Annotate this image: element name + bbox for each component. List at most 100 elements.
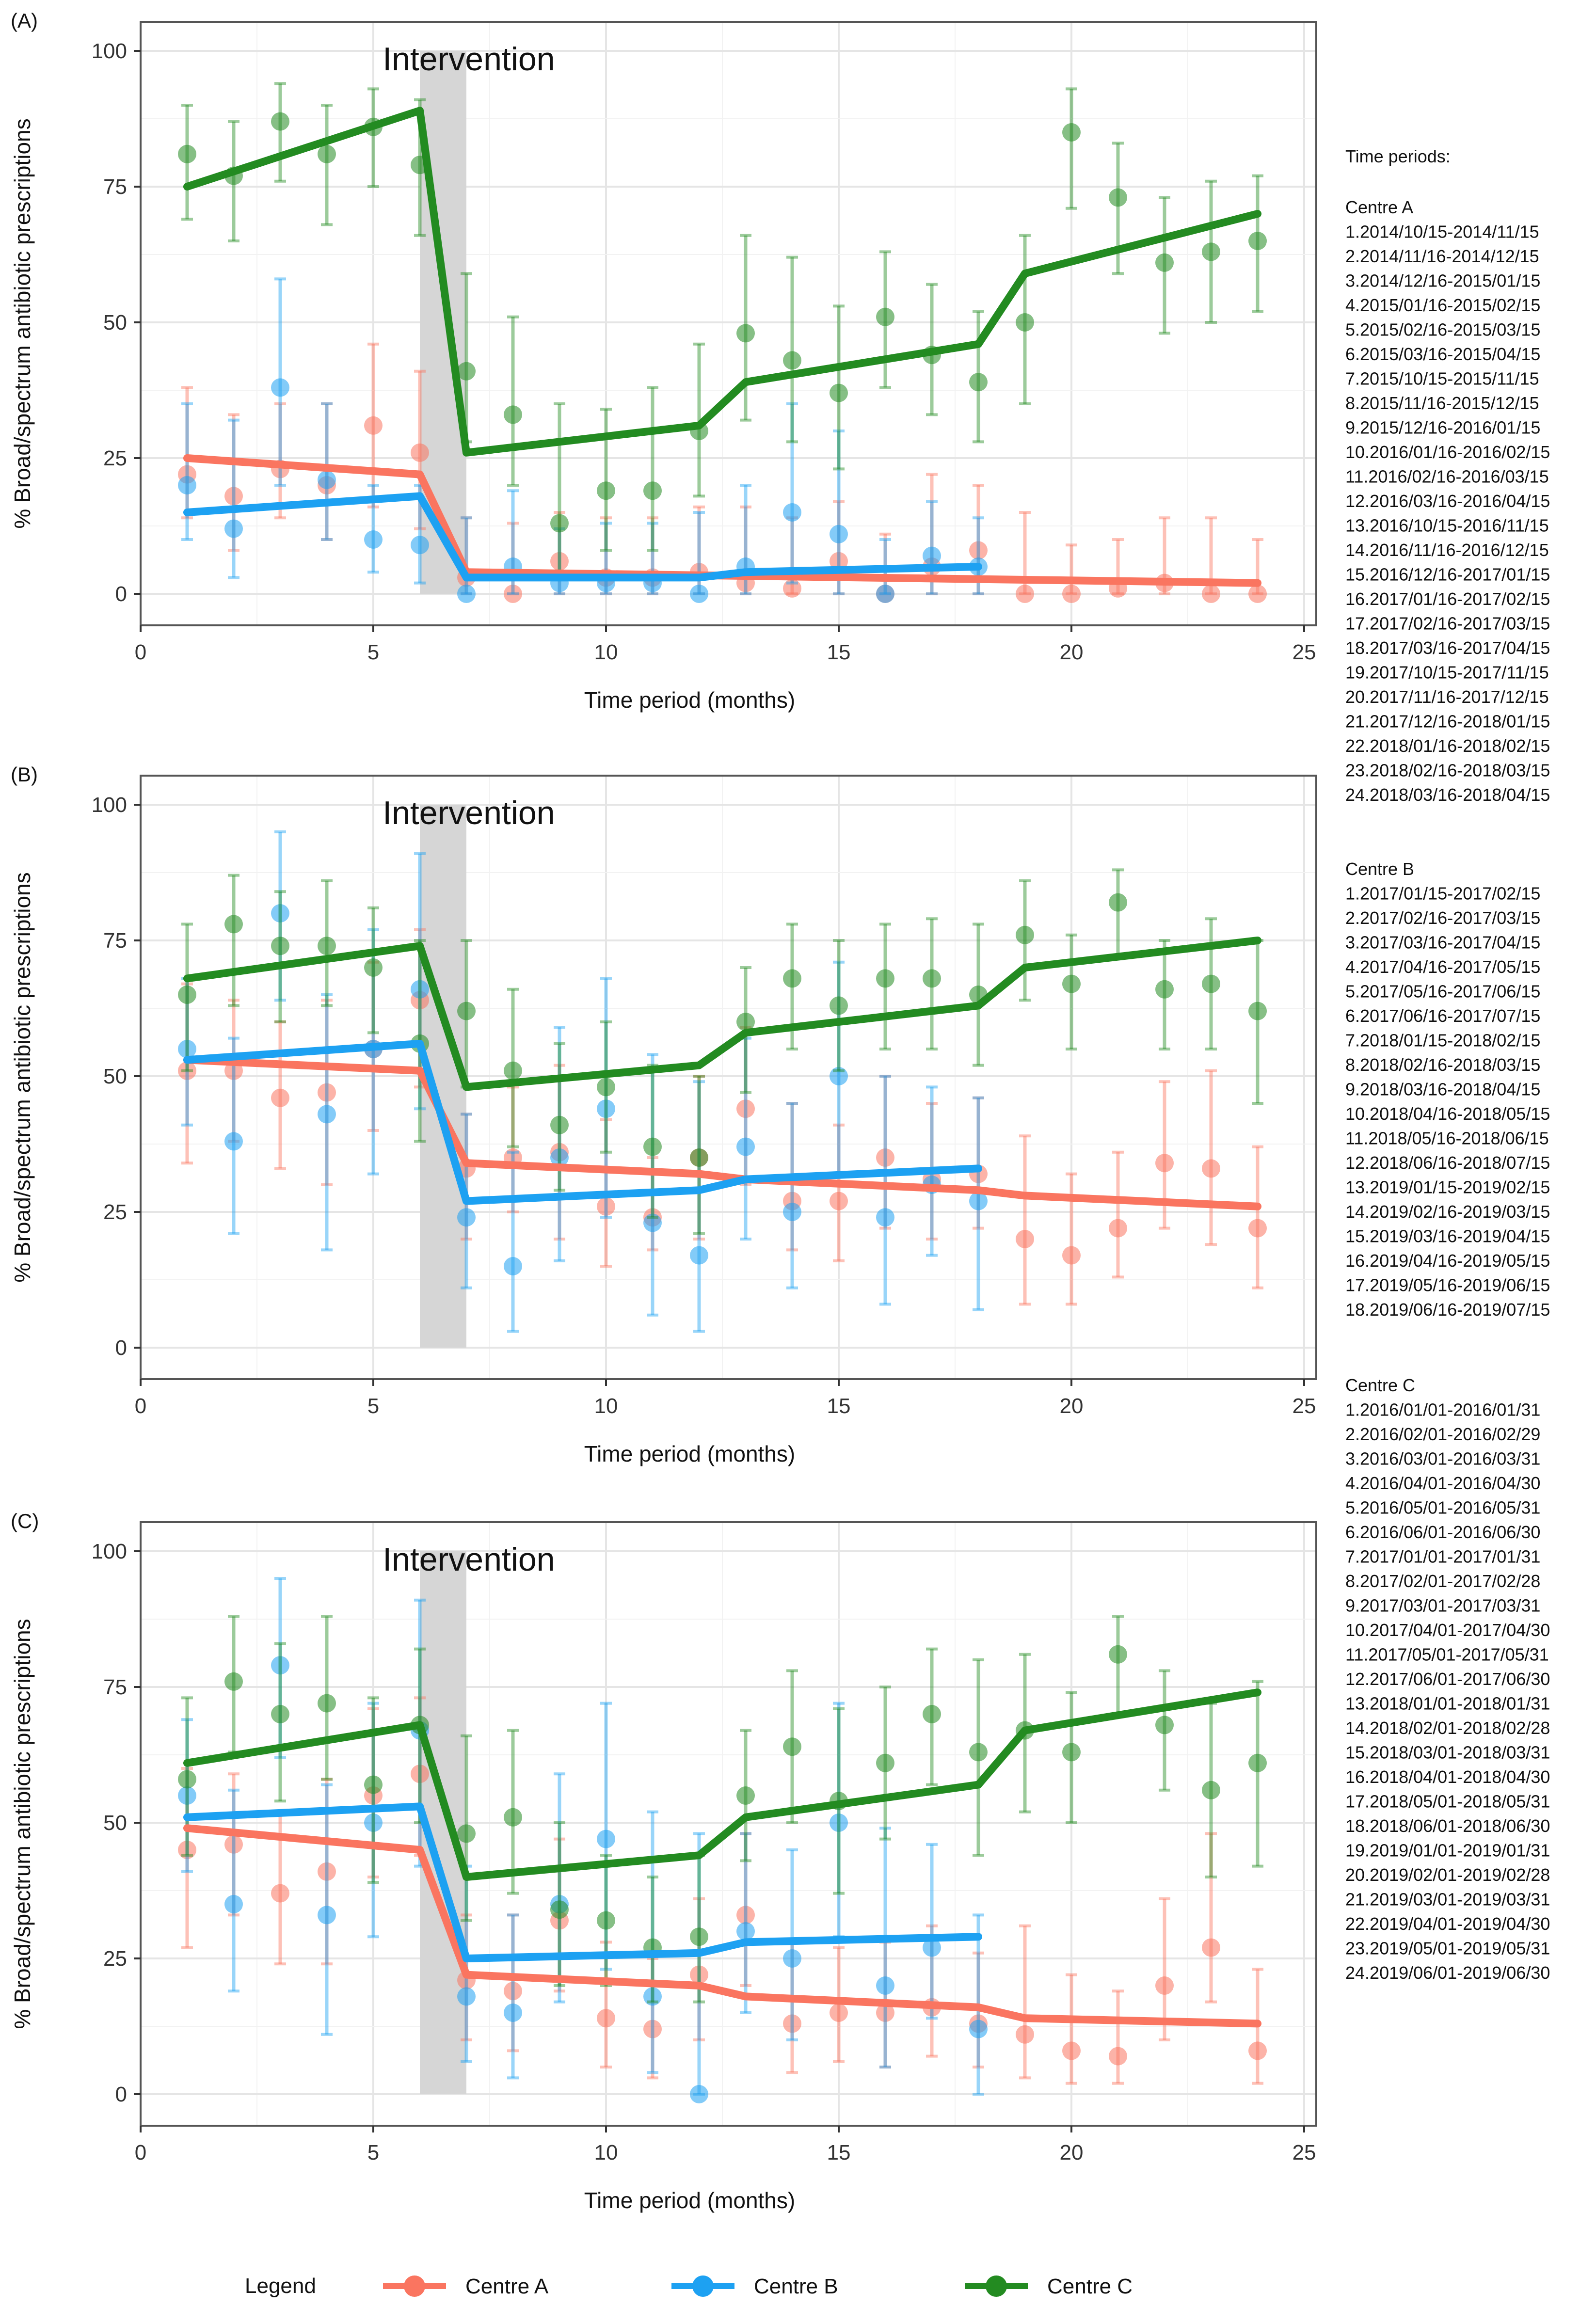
legend-title: Legend xyxy=(245,2274,316,2298)
data-point xyxy=(923,1705,941,1723)
data-point xyxy=(643,2020,662,2038)
data-point xyxy=(550,514,569,533)
data-point xyxy=(736,1906,755,1925)
period-entry: 18.2017/03/16-2017/04/15 xyxy=(1345,638,1550,658)
period-entry: 22.2018/01/16-2018/02/15 xyxy=(1345,736,1550,756)
data-point xyxy=(830,2004,848,2022)
data-point xyxy=(1202,1781,1220,1799)
period-entry: 12.2018/06/16-2018/07/15 xyxy=(1345,1153,1550,1173)
data-point xyxy=(271,1705,289,1723)
legend-label: Centre A xyxy=(465,2275,549,2298)
period-entry: 15.2019/03/16-2019/04/15 xyxy=(1345,1226,1550,1246)
data-point xyxy=(969,373,988,392)
period-entry: 16.2019/04/16-2019/05/15 xyxy=(1345,1251,1550,1271)
data-point xyxy=(504,1257,522,1275)
y-tick-label: 50 xyxy=(103,311,127,334)
period-entry: 7.2018/01/15-2018/02/15 xyxy=(1345,1031,1540,1050)
period-entry: 17.2018/05/01-2018/05/31 xyxy=(1345,1792,1550,1812)
data-point xyxy=(923,969,941,988)
data-point xyxy=(1062,123,1081,142)
data-point xyxy=(876,307,894,326)
x-tick-label: 10 xyxy=(594,640,618,664)
legend-item-centre-a: Centre A xyxy=(383,2275,549,2298)
period-group-title: Centre A xyxy=(1345,197,1413,217)
series-centre-c xyxy=(178,1615,1267,2004)
y-tick-label: 0 xyxy=(115,2083,127,2106)
data-point xyxy=(783,1203,801,1221)
data-point xyxy=(597,1197,615,1216)
period-entry: 3.2014/12/16-2015/01/15 xyxy=(1345,271,1540,291)
data-point xyxy=(736,1137,755,1156)
data-point xyxy=(318,144,336,163)
y-tick-label: 100 xyxy=(92,793,127,817)
x-tick-label: 15 xyxy=(827,640,851,664)
y-tick-label: 25 xyxy=(103,446,127,470)
y-tick-label: 25 xyxy=(103,1947,127,1971)
plot-background xyxy=(141,22,1316,625)
legend-label: Centre C xyxy=(1047,2275,1133,2298)
data-point xyxy=(1202,585,1220,603)
data-point xyxy=(457,1987,476,2006)
data-point xyxy=(876,969,894,988)
data-point xyxy=(504,1808,522,1827)
period-entry: 17.2019/05/16-2019/06/15 xyxy=(1345,1275,1550,1295)
fit-line-centre-c xyxy=(183,1688,1261,1881)
period-entry: 7.2017/01/01-2017/01/31 xyxy=(1345,1547,1540,1567)
data-point xyxy=(876,1148,894,1167)
data-point xyxy=(178,1786,196,1805)
data-point xyxy=(411,536,429,555)
period-entry: 5.2017/05/16-2017/06/15 xyxy=(1345,982,1540,1002)
x-tick-label: 10 xyxy=(594,2141,618,2164)
data-point xyxy=(643,1987,662,2006)
fit-line-centre-c xyxy=(183,107,1261,457)
data-point xyxy=(318,1862,336,1881)
data-point xyxy=(550,1148,569,1167)
y-tick-label: 25 xyxy=(103,1200,127,1224)
x-tick-label: 20 xyxy=(1060,640,1084,664)
data-point xyxy=(597,481,615,500)
data-point xyxy=(178,1841,196,1859)
data-point xyxy=(178,1770,196,1789)
plot-border xyxy=(140,21,1317,626)
period-entry: 22.2019/04/01-2019/04/30 xyxy=(1345,1914,1550,1934)
data-point xyxy=(224,1672,243,1691)
period-entry: 9.2015/12/16-2016/01/15 xyxy=(1345,418,1540,438)
data-point xyxy=(318,1083,336,1102)
data-point xyxy=(830,383,848,402)
fit-line-centre-b xyxy=(183,492,982,582)
period-entry: 8.2015/11/16-2015/12/15 xyxy=(1345,393,1539,413)
data-point xyxy=(1109,1645,1127,1664)
period-entry: 13.2019/01/15-2019/02/15 xyxy=(1345,1177,1550,1197)
data-point xyxy=(969,1743,988,1762)
period-entry: 6.2017/06/16-2017/07/15 xyxy=(1345,1006,1540,1026)
data-point xyxy=(364,1775,383,1794)
data-point xyxy=(504,585,522,603)
x-axis-title: Time period (months) xyxy=(584,1441,795,1466)
x-tick-label: 0 xyxy=(135,2141,146,2164)
data-point xyxy=(1109,2047,1127,2066)
legend-label: Centre B xyxy=(754,2275,838,2298)
period-entry: 9.2017/03/01-2017/03/31 xyxy=(1345,1596,1540,1616)
data-point xyxy=(1109,1219,1127,1238)
period-entry: 9.2018/03/16-2018/04/15 xyxy=(1345,1080,1540,1099)
period-entry: 24.2018/03/16-2018/04/15 xyxy=(1345,785,1550,805)
x-axis-title: Time period (months) xyxy=(584,2188,795,2213)
data-point xyxy=(1155,1716,1174,1734)
data-point xyxy=(643,1137,662,1156)
data-point xyxy=(1155,980,1174,999)
y-tick-label: 50 xyxy=(103,1811,127,1835)
data-point xyxy=(1248,585,1267,603)
data-point xyxy=(1016,1230,1034,1248)
period-entry: 21.2017/12/16-2018/01/15 xyxy=(1345,712,1550,732)
period-entry: 15.2016/12/16-2017/01/15 xyxy=(1345,565,1550,585)
data-point xyxy=(364,1814,383,1832)
chart-panel-a: 0 25 50 75 100 0 5 10 15 20 25 Time period (months)… xyxy=(10,9,1317,713)
time-periods-heading: Time periods: xyxy=(1345,146,1451,166)
data-point xyxy=(1016,2025,1034,2044)
data-point xyxy=(783,1949,801,1968)
data-point xyxy=(364,416,383,435)
data-point xyxy=(736,1013,755,1031)
y-tick-label: 100 xyxy=(92,1540,127,1563)
data-point xyxy=(1248,232,1267,250)
data-point xyxy=(1062,1743,1081,1762)
